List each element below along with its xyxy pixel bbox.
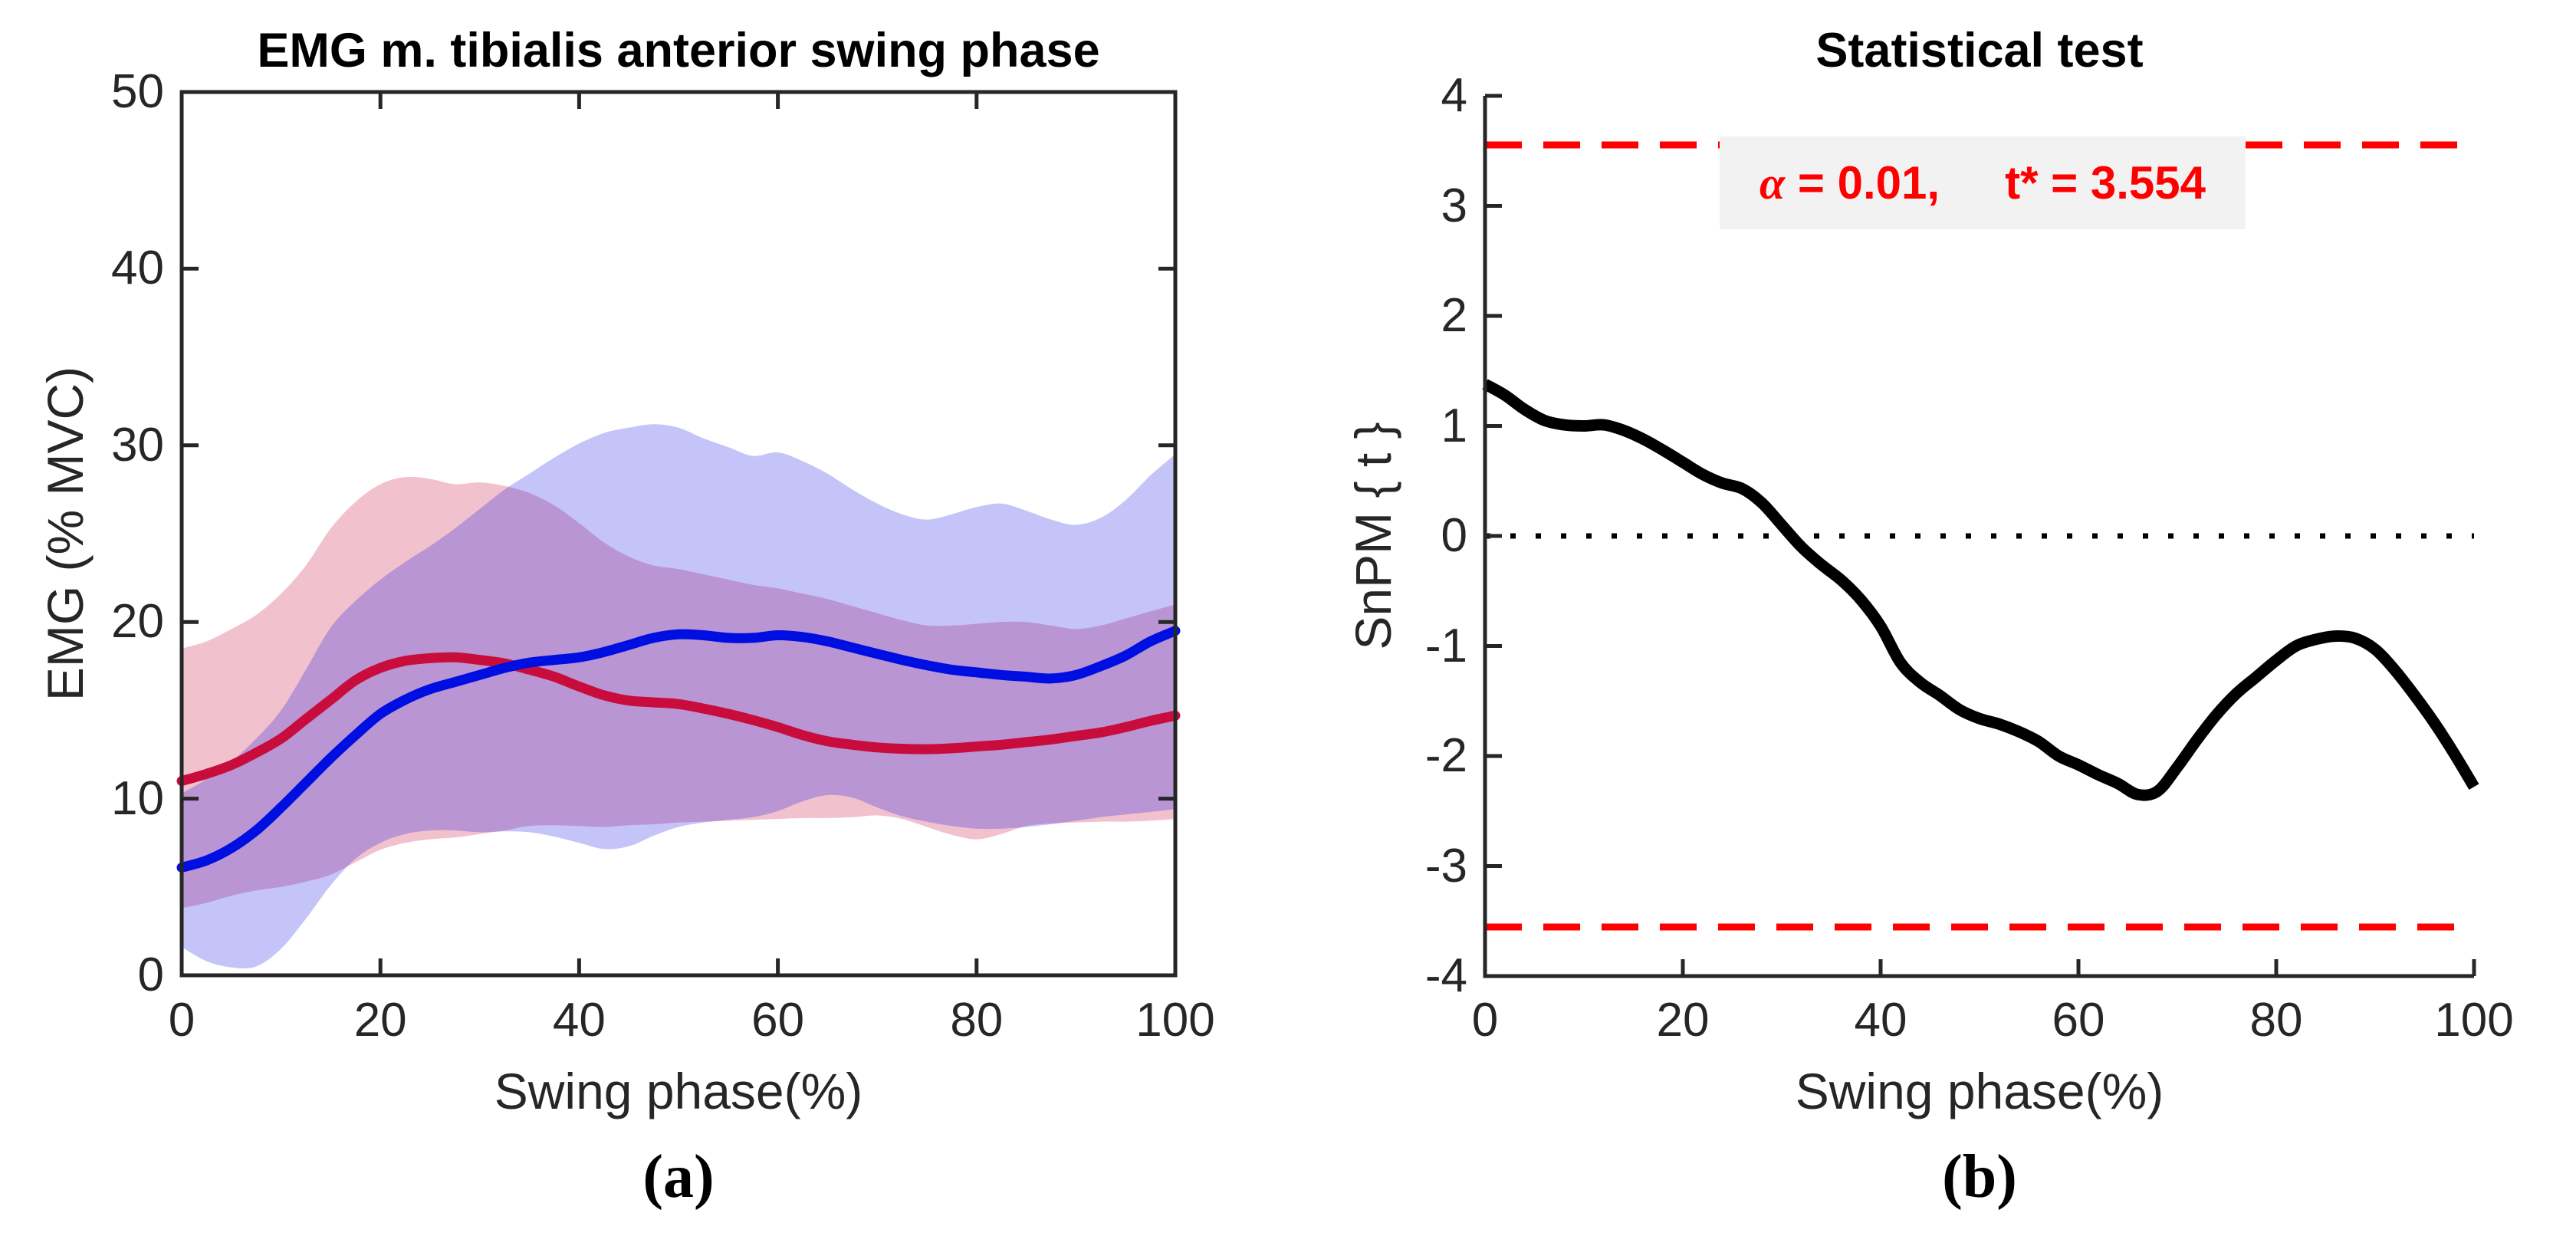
alpha-value-text: = 0.01, — [1785, 156, 1940, 209]
panel-a-title: EMG m. tibialis anterior swing phase — [257, 24, 1100, 77]
panel-axis-box — [179, 90, 1178, 978]
y-tick-label-b: 0 — [1441, 509, 1467, 562]
y-tick-label-a: 40 — [111, 242, 164, 295]
panel-a-x-axis-label: Swing phase(%) — [494, 1063, 863, 1119]
snpm-t-curve — [1482, 379, 2479, 801]
panel-b-title: Statistical test — [1815, 24, 2144, 77]
x-tick-label-b: 0 — [1471, 994, 1499, 1047]
y-tick-label-a: 30 — [111, 418, 164, 472]
y-tick-label-a: 0 — [137, 948, 164, 1001]
panel-b-caption: (b) — [1942, 1143, 2017, 1211]
alpha-label: α = 0.01, — [1760, 156, 1940, 210]
y-tick-label-b: -4 — [1424, 949, 1467, 1002]
significance-annotation: α = 0.01, t* = 3.554 — [1720, 136, 2246, 229]
panel-a-caption: (a) — [642, 1143, 715, 1211]
x-tick-label-b: 80 — [2249, 994, 2303, 1047]
x-tick-label-a: 80 — [950, 994, 1004, 1047]
red-mean-line — [176, 652, 1181, 787]
y-tick-label-b: 1 — [1441, 399, 1467, 452]
x-tick-label-a: 20 — [353, 994, 407, 1047]
blue-mean-line — [176, 626, 1181, 873]
y-tick-label-b: 4 — [1441, 69, 1467, 122]
y-tick-label-a: 50 — [111, 65, 164, 118]
x-tick-label-a: 100 — [1135, 994, 1215, 1047]
x-tick-label-b: 100 — [2434, 994, 2514, 1047]
y-tick-label-a: 10 — [111, 771, 164, 825]
x-tick-label-b: 60 — [2052, 994, 2105, 1047]
y-tick-label-b: -3 — [1424, 839, 1467, 892]
blue-band — [182, 424, 1175, 969]
y-tick-label-b: 2 — [1441, 289, 1467, 342]
x-tick-label-a: 40 — [552, 994, 606, 1047]
y-tick-label-b: -1 — [1424, 619, 1467, 672]
y-tick-label-b: 3 — [1441, 179, 1467, 232]
x-tick-label-a: 0 — [168, 994, 196, 1047]
x-tick-label-a: 60 — [751, 994, 805, 1047]
x-tick-label-b: 40 — [1854, 994, 1907, 1047]
x-tick-label-b: 20 — [1656, 994, 1710, 1047]
y-tick-label-b: -2 — [1424, 729, 1467, 782]
alpha-symbol: α — [1760, 157, 1786, 209]
y-tick-label-a: 20 — [111, 595, 164, 649]
tstar-value-text: t* = 3.554 — [2005, 157, 2206, 209]
red-band — [182, 476, 1175, 909]
panel-b-x-axis-label: Swing phase(%) — [1795, 1063, 2164, 1119]
